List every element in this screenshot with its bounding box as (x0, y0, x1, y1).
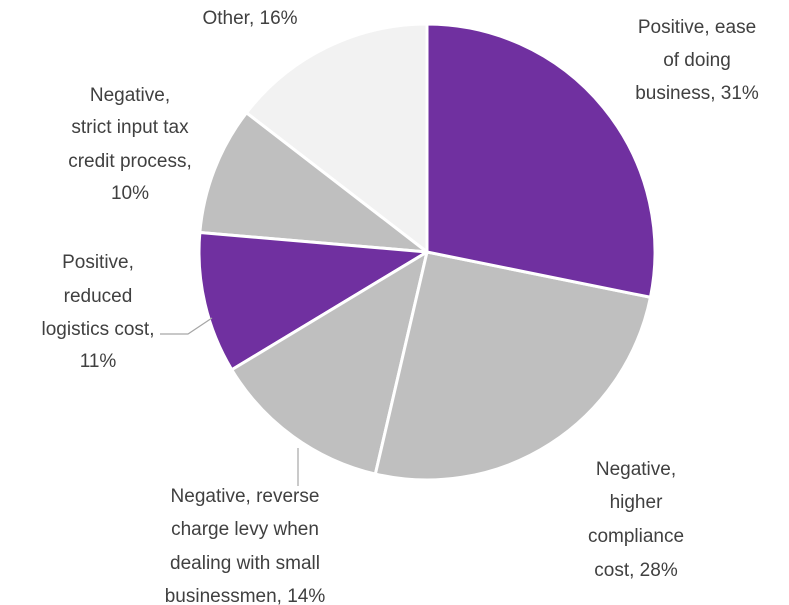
data-label-line: Negative, reverse (171, 486, 320, 507)
data-label: Negative, reverse charge levy when dealing… (165, 486, 326, 605)
data-label-line: business, 31% (635, 83, 759, 104)
slice (425, 22, 657, 300)
data-label-line: businessmen, 14% (165, 586, 326, 605)
slice (373, 250, 653, 482)
slice (198, 110, 432, 254)
data-label-line: dealing with small (170, 553, 320, 574)
data-label-line: Other, 16% (202, 8, 297, 29)
data-label: Negative, higher compliance cost, 28% (588, 459, 684, 581)
slice (229, 248, 430, 476)
data-label-line: Positive, (62, 252, 134, 273)
data-label-line: logistics cost, (42, 319, 155, 340)
data-label-line: 10% (111, 183, 149, 204)
data-label-line: charge levy when (171, 519, 319, 540)
data-label-line: Positive, ease (638, 17, 756, 38)
data-label-line: credit process, (68, 151, 192, 172)
data-label-line: Negative, (90, 85, 170, 106)
data-label-line: cost, 28% (594, 560, 678, 581)
data-label: Positive, ease of doing business, 31% (635, 17, 759, 104)
data-label-line: strict input tax (71, 117, 189, 138)
slice (244, 22, 429, 256)
data-label-line: Negative, (596, 459, 676, 480)
data-label-line: higher (610, 492, 663, 513)
data-label: Other, 16% (202, 8, 297, 29)
data-label: Negative, strict input tax credit process,… (68, 85, 192, 204)
data-label-line: reduced (64, 286, 133, 307)
data-label: Positive, reduced logistics cost, 11% (42, 252, 155, 372)
data-label-line: 11% (80, 351, 117, 372)
data-label-line: compliance (588, 526, 684, 547)
slice (197, 230, 432, 372)
data-label-line: of doing (663, 50, 731, 71)
leader-line (160, 317, 213, 335)
